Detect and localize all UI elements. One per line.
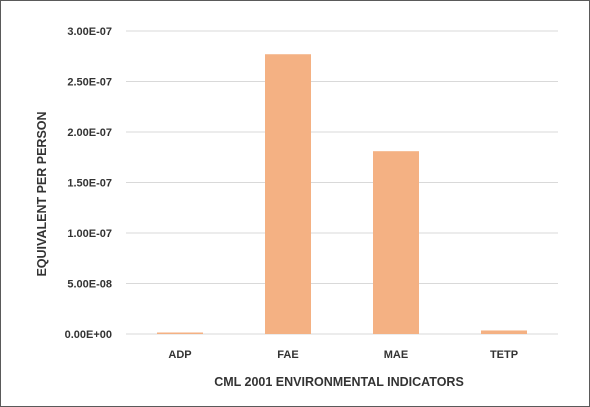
x-tick-label: FAE <box>277 349 298 361</box>
x-tick-label: ADP <box>168 349 191 361</box>
y-tick-label: 3.00E-07 <box>67 26 112 38</box>
x-tick-label: MAE <box>384 349 408 361</box>
bar-adp <box>157 332 203 334</box>
y-tick-label: 1.50E-07 <box>67 178 112 190</box>
y-tick-label: 0.00E+00 <box>65 329 112 341</box>
bars <box>157 54 527 334</box>
x-axis-title: CML 2001 ENVIRONMENTAL INDICATORS <box>214 375 464 389</box>
bar-mae <box>373 151 419 334</box>
x-tick-labels: ADP FAE MAE TETP <box>168 349 518 361</box>
y-axis-title: EQUIVALENT PER PERSON <box>35 111 49 276</box>
gridlines <box>126 30 558 335</box>
y-tick-label: 2.00E-07 <box>67 127 112 139</box>
y-tick-label: 5.00E-08 <box>67 279 112 291</box>
y-tick-label: 2.50E-07 <box>67 77 112 89</box>
x-tick-label: TETP <box>490 349 518 361</box>
bar-tetp <box>481 330 527 334</box>
y-tick-label: 1.00E-07 <box>67 228 112 240</box>
bar-fae <box>265 54 311 334</box>
y-tick-labels: 0.00E+00 5.00E-08 1.00E-07 1.50E-07 2.00E-07… <box>65 26 112 341</box>
